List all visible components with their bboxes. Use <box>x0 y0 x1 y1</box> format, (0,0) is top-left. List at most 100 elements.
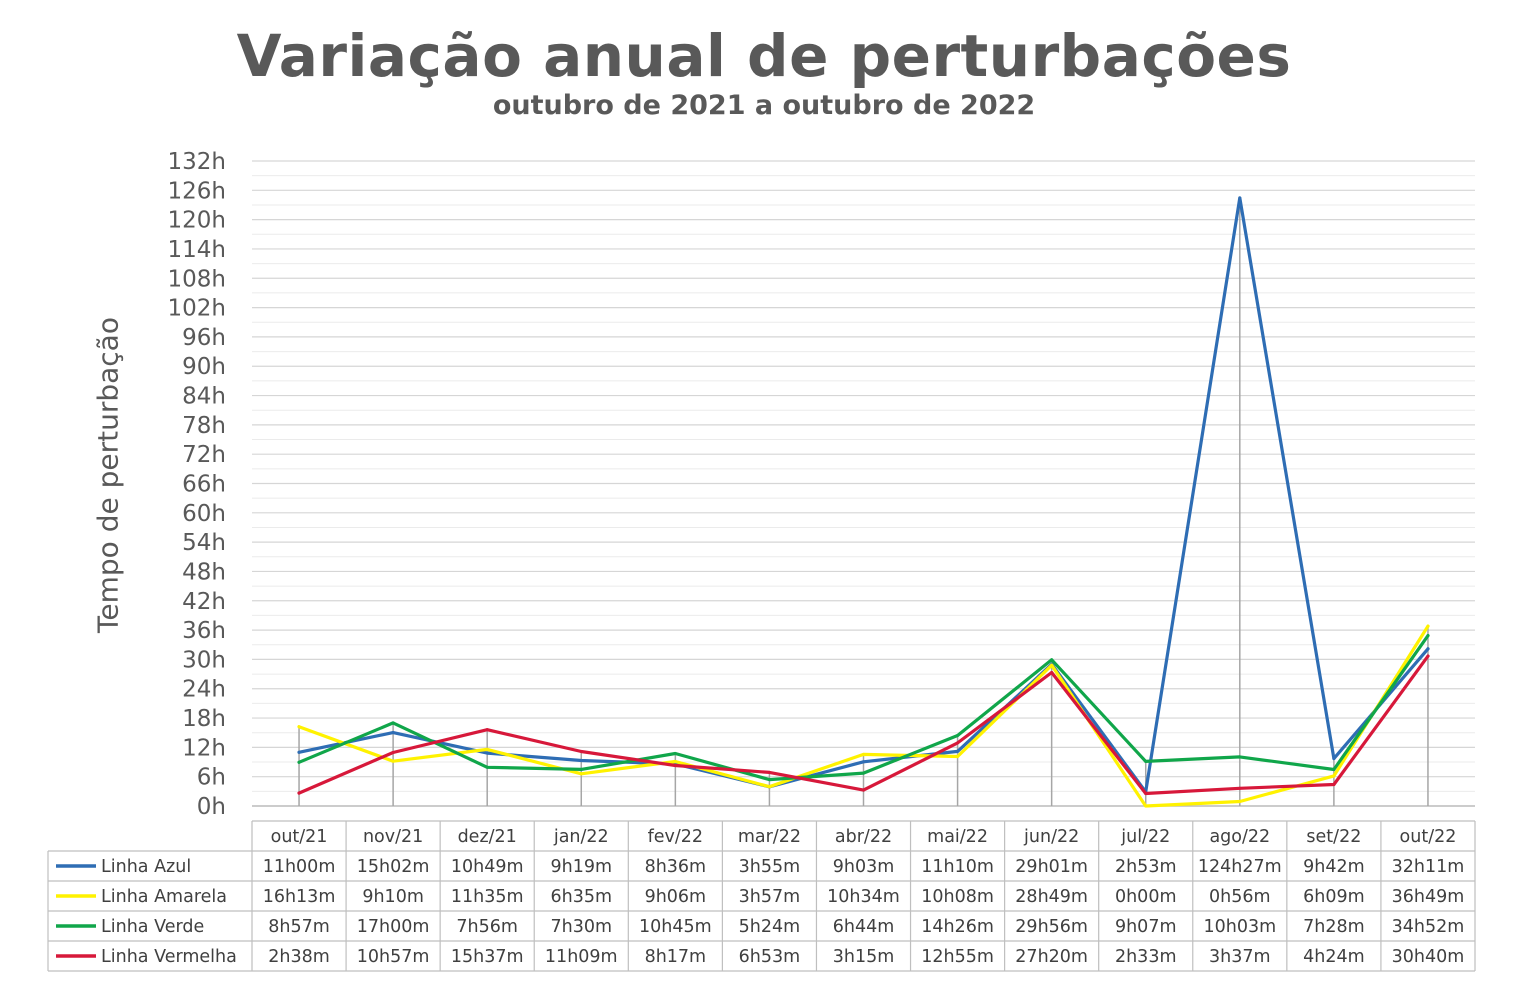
data-label: 12h55m <box>921 947 994 967</box>
data-label: 10h03m <box>1203 917 1276 937</box>
data-point-linha-amarela <box>1050 663 1054 667</box>
data-label: 8h57m <box>268 917 330 937</box>
data-label: 3h57m <box>739 887 801 907</box>
y-tick-label: 48h <box>182 559 226 585</box>
data-point-linha-azul <box>391 731 395 735</box>
data-point-linha-amarela <box>485 747 489 751</box>
data-label: 6h44m <box>833 917 895 937</box>
data-label: 32h11m <box>1392 857 1465 877</box>
y-tick-label: 84h <box>182 384 226 410</box>
data-label: 15h37m <box>451 947 524 967</box>
data-point-linha-verde <box>1238 755 1242 759</box>
data-label: 0h56m <box>1209 887 1271 907</box>
y-tick-label: 54h <box>182 530 226 556</box>
y-tick-label: 0h <box>197 794 226 820</box>
data-label: 9h03m <box>833 857 895 877</box>
data-label: 30h40m <box>1392 947 1465 967</box>
x-tick-label: out/22 <box>1400 827 1457 847</box>
data-label: 2h53m <box>1115 857 1177 877</box>
y-tick-label: 24h <box>182 677 226 703</box>
y-tick-label: 120h <box>168 208 226 234</box>
data-point-linha-vermelha <box>1238 786 1242 790</box>
data-point-linha-amarela <box>1332 774 1336 778</box>
x-tick-label: abr/22 <box>835 827 892 847</box>
data-label: 7h28m <box>1303 917 1365 937</box>
data-point-linha-vermelha <box>673 764 677 768</box>
data-point-linha-amarela <box>297 725 301 729</box>
x-tick-label: fev/22 <box>648 827 703 847</box>
data-label: 9h19m <box>550 857 612 877</box>
data-label: 10h34m <box>827 887 900 907</box>
data-label: 11h00m <box>263 857 336 877</box>
data-point-linha-verde <box>1332 767 1336 771</box>
series-line-linha-azul <box>297 196 1430 794</box>
x-tick-label: jan/22 <box>553 827 609 847</box>
data-point-linha-vermelha <box>1050 670 1054 674</box>
data-label: 9h42m <box>1303 857 1365 877</box>
y-axis-ticks: 0h 6h 12h 18h 24h 30h 36h 42h 48h 54h 60h 66h 72h 78h… <box>168 149 226 820</box>
chart-title: Variação anual de perturbações <box>236 22 1292 90</box>
data-label: 10h08m <box>921 887 994 907</box>
data-point-linha-vermelha <box>767 770 771 774</box>
data-label: 11h35m <box>451 887 524 907</box>
data-label: 29h56m <box>1015 917 1088 937</box>
data-label: 7h56m <box>456 917 518 937</box>
x-tick-label: mar/22 <box>738 827 801 847</box>
data-label: 10h49m <box>451 857 524 877</box>
data-point-linha-verde <box>767 778 771 782</box>
data-point-linha-verde <box>673 751 677 755</box>
data-point-linha-verde <box>485 765 489 769</box>
data-point-linha-amarela <box>1144 804 1148 808</box>
data-label: 29h01m <box>1015 857 1088 877</box>
data-point-linha-amarela <box>1426 624 1430 628</box>
data-point-linha-vermelha <box>485 728 489 732</box>
data-point-linha-verde <box>391 721 395 725</box>
y-tick-label: 132h <box>168 149 226 175</box>
data-label: 16h13m <box>263 887 336 907</box>
data-label: 7h30m <box>550 917 612 937</box>
x-tick-label: dez/21 <box>458 827 517 847</box>
data-label: 9h06m <box>645 887 707 907</box>
series-layer <box>297 196 1430 808</box>
data-point-linha-verde <box>297 760 301 764</box>
data-point-linha-amarela <box>956 755 960 759</box>
data-label: 124h27m <box>1198 857 1282 877</box>
y-tick-label: 96h <box>182 325 226 351</box>
y-tick-label: 102h <box>168 296 226 322</box>
data-label: 28h49m <box>1015 887 1088 907</box>
data-point-linha-verde <box>1426 634 1430 638</box>
data-label: 3h15m <box>833 947 895 967</box>
y-tick-label: 36h <box>182 618 226 644</box>
y-tick-label: 18h <box>182 706 226 732</box>
data-label: 27h20m <box>1015 947 1088 967</box>
data-point-linha-verde <box>862 771 865 775</box>
x-tick-label: jun/22 <box>1023 827 1079 847</box>
data-label: 9h07m <box>1115 917 1177 937</box>
grid-layer <box>252 160 1475 807</box>
y-tick-label: 114h <box>168 237 226 263</box>
y-tick-label: 66h <box>182 472 226 498</box>
data-label: 2h38m <box>268 947 330 967</box>
data-point-linha-amarela <box>767 785 771 789</box>
data-label: 36h49m <box>1392 887 1465 907</box>
data-label: 6h09m <box>1303 887 1365 907</box>
chart-subtitle: outubro de 2021 a outubro de 2022 <box>492 90 1036 121</box>
x-tick-label: ago/22 <box>1209 827 1270 847</box>
data-point-linha-verde <box>1050 658 1054 662</box>
data-label: 6h35m <box>550 887 612 907</box>
data-point-linha-amarela <box>673 760 677 764</box>
y-tick-label: 42h <box>182 589 226 615</box>
data-point-linha-azul <box>297 750 301 754</box>
data-point-linha-azul <box>862 760 865 764</box>
y-tick-label: 72h <box>182 442 226 468</box>
data-label: 15h02m <box>357 857 430 877</box>
data-label: 11h09m <box>545 947 618 967</box>
data-label: 2h33m <box>1115 947 1177 967</box>
legend-label: Linha Amarela <box>101 887 227 907</box>
data-point-linha-vermelha <box>297 791 301 795</box>
data-label: 8h17m <box>645 947 707 967</box>
data-point-linha-verde <box>1144 759 1148 763</box>
data-label: 9h10m <box>362 887 424 907</box>
data-point-linha-verde <box>956 733 960 737</box>
